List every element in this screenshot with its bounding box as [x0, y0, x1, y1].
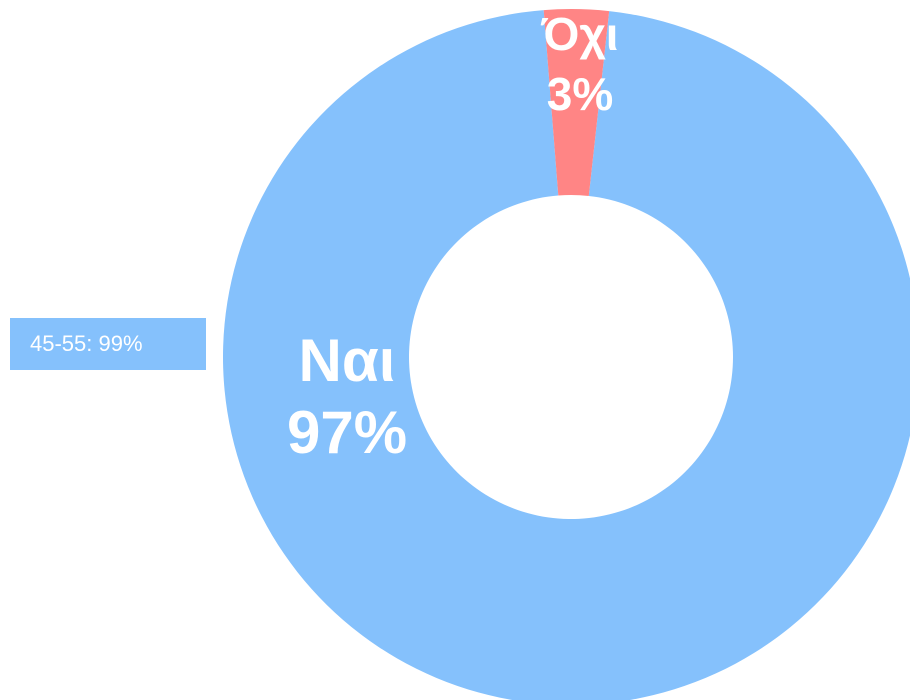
slices	[223, 8, 910, 700]
tooltip-box	[10, 318, 206, 370]
tooltip: 45-55: 99%	[30, 331, 143, 356]
slice	[543, 8, 610, 196]
slice	[223, 10, 910, 700]
slice-label: Όχι	[540, 8, 618, 60]
value-label: 97%	[287, 399, 407, 466]
value-label: 3%	[547, 68, 613, 120]
slice-label: Ναι	[299, 327, 396, 394]
